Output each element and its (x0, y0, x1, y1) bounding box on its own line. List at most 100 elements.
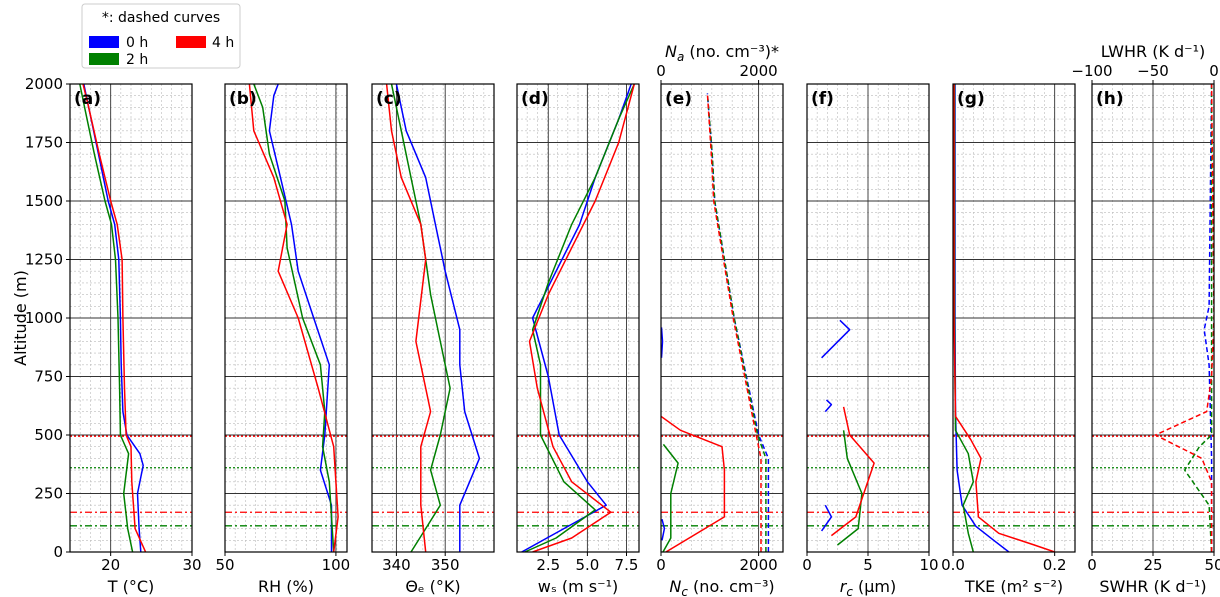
panel-frame (516, 83, 640, 553)
series-line-0h (824, 399, 833, 413)
series-group (820, 319, 875, 546)
y-tick-label: 1250 (25, 251, 63, 269)
x-tick-label: 7.5 (615, 556, 639, 574)
legend-frame (81, 3, 241, 69)
panel-label: (h) (1096, 89, 1124, 109)
panel-label: (c) (376, 89, 402, 109)
series-group (79, 84, 147, 552)
x-axis-label: Nc (no. cm⁻³) (669, 577, 774, 597)
panel-frame (224, 83, 348, 553)
series-line-0h (821, 319, 851, 359)
series-line-4h (82, 84, 147, 552)
panel-c: 340 350 (c) Θₑ (°K) (371, 83, 495, 596)
x-tick-label: 50 (215, 556, 234, 574)
series-line-0h (268, 84, 333, 552)
series-line-2h (1183, 84, 1213, 552)
x-tick-label: 5 (863, 556, 873, 574)
top-tick-label: 0 (1209, 62, 1219, 80)
panel-label: (f) (811, 89, 834, 109)
panel-frame (660, 83, 784, 553)
series-group (953, 84, 1055, 552)
series-line-0h (1203, 84, 1213, 552)
x-tick-label: 10 (919, 556, 938, 574)
x-axis-label: RH (%) (258, 577, 314, 596)
top-tick-label: 0 (656, 62, 666, 80)
x-tick-label: 50 (1204, 556, 1220, 574)
x-tick-label: 20 (101, 556, 120, 574)
x-axis-label: rc (μm) (840, 577, 897, 597)
series-line-2h (253, 84, 335, 552)
panel-label: (b) (229, 89, 257, 109)
y-tick-label: 750 (34, 368, 63, 386)
x-tick-label: 25 (1143, 556, 1162, 574)
legend-label-0h: 0 h (126, 35, 148, 51)
x-tick-label: 100 (322, 556, 351, 574)
panel-f: 0 5 10 (f) rc (μm) (802, 83, 939, 597)
legend-label-4h: 4 h (212, 35, 234, 51)
x-tick-label: 2000 (740, 556, 778, 574)
legend-swatch-2h (89, 53, 119, 65)
panel-label: (g) (957, 89, 985, 109)
panels: 20 30(a)T (°C)025050075010001250150017502… (25, 42, 1220, 597)
x-tick-label: 30 (182, 556, 201, 574)
series-group (661, 93, 770, 552)
panel-d: 2.5 5.0 7.5 (d) wₛ (m s⁻¹) (516, 83, 640, 596)
x-tick-label: 0 (1087, 556, 1097, 574)
panel-a: 20 30 (a) T (°C) 0 250 500 750 1000 1250 1500 1750 2… (25, 75, 202, 596)
series-line-0h (661, 519, 666, 541)
legend-swatch-0h (89, 36, 119, 48)
x-tick-label: 0.0 (941, 556, 965, 574)
series-line-2h (837, 430, 863, 546)
panel-frame (371, 83, 495, 553)
series-line-2h (524, 84, 635, 552)
top-tick-label: −100 (1071, 62, 1112, 80)
legend: *: dashed curves 0 h 4 h 2 h (81, 3, 241, 69)
top-tick-label: −50 (1137, 62, 1169, 80)
series-line-4h (830, 406, 875, 537)
x-axis-label: T (°C) (107, 577, 155, 596)
series-group (385, 84, 481, 552)
y-tick-label: 1500 (25, 192, 63, 210)
x-tick-label: 340 (382, 556, 411, 574)
legend-swatch-4h (176, 36, 206, 48)
top-tick-label: 2000 (740, 62, 778, 80)
x-tick-label: 350 (431, 556, 460, 574)
y-tick-label: 1750 (25, 134, 63, 152)
top-axis-label: Na (no. cm⁻³)* (665, 42, 779, 64)
y-tick-label: 0 (53, 543, 63, 561)
x-axis-label: wₛ (m s⁻¹) (538, 577, 619, 596)
panel-label: (e) (665, 89, 692, 109)
panel-frame (952, 83, 1076, 553)
series-group (248, 84, 339, 552)
panel-frame (806, 83, 930, 553)
x-tick-label: 0 (656, 556, 666, 574)
series-line-4h (706, 93, 762, 552)
series-group (521, 84, 636, 552)
y-axis-label: Altitude (m) (11, 270, 30, 366)
x-tick-label: 2.5 (536, 556, 560, 574)
series-line-2h (706, 93, 767, 552)
series-line-0h (395, 84, 481, 552)
series-line-4h (953, 84, 1055, 552)
series-line-0h (706, 93, 770, 552)
series-line-2h (390, 84, 451, 552)
x-tick-label: 0.2 (1043, 556, 1067, 574)
x-axis-label: Θₑ (°K) (405, 577, 460, 596)
x-axis-label: SWHR (K d⁻¹) (1099, 577, 1206, 596)
x-axis-label: TKE (m² s⁻²) (964, 577, 1063, 596)
x-tick-label: 0 (802, 556, 812, 574)
panel-b: 50 100 (b) RH (%) (215, 83, 351, 596)
series-line-0h (83, 84, 144, 552)
x-tick-label: 5.0 (575, 556, 599, 574)
legend-label-2h: 2 h (126, 52, 148, 68)
series-line-0h (661, 327, 664, 358)
top-axis-label: LWHR (K d⁻¹) (1101, 42, 1206, 61)
series-line-4h (248, 84, 339, 552)
panel-label: (a) (74, 89, 101, 109)
legend-title: *: dashed curves (102, 10, 220, 26)
panel-label: (d) (521, 89, 549, 109)
y-tick-label: 1000 (25, 309, 63, 327)
